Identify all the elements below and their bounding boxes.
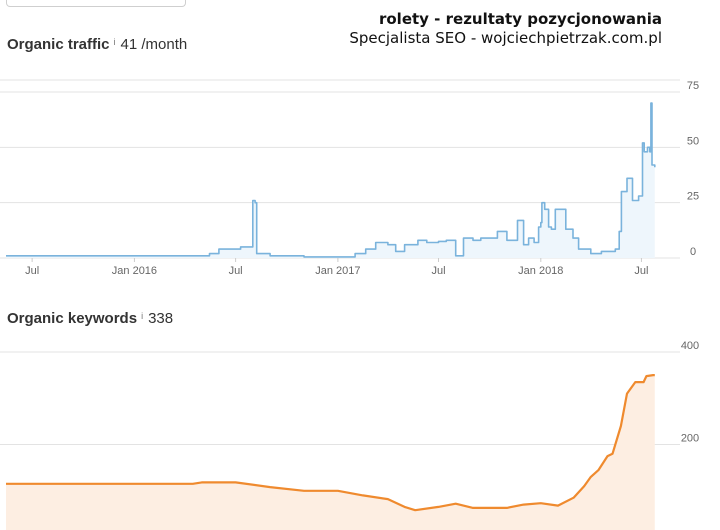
watermark: rolety - rezultaty pozycjonowania Specja… [349,10,662,48]
y-tick-label: 400 [681,340,699,352]
top-tab-edge[interactable] [6,0,186,7]
organic-keywords-heading: Organic keywords i 338 [7,310,173,327]
organic-keywords-area [6,375,655,530]
organic-keywords-label: Organic keywords [7,310,138,327]
y-tick-label: 25 [687,191,699,203]
watermark-subtitle: Specjalista SEO - wojciechpietrzak.com.p… [349,29,662,47]
organic-traffic-label: Organic traffic [7,36,110,53]
y-tick-label: 75 [687,80,699,92]
watermark-title: rolety - rezultaty pozycjonowania [378,10,662,28]
y-tick-label: 200 [681,433,699,445]
organic-traffic-line [6,102,656,258]
info-icon[interactable]: i [113,37,116,47]
organic-traffic-value: 41 /month [120,36,188,53]
x-tick-label: Jan 2017 [315,265,360,277]
x-tick-label: Jul [634,265,648,277]
info-icon[interactable]: i [141,311,144,321]
x-tick-label: Jul [229,265,243,277]
y-tick-label: 0 [690,246,696,258]
y-tick-label: 50 [687,135,699,147]
x-tick-label: Jan 2016 [112,265,157,277]
organic-traffic-heading: Organic traffic i 41 /month [7,36,187,53]
x-tick-label: Jan 2018 [518,265,563,277]
organic-keywords-value: 338 [148,310,174,327]
x-tick-label: Jul [431,265,445,277]
x-tick-label: Jul [25,265,39,277]
organic-traffic-chart: 0 25 50 75 Jul Jan 2016 Jul Jan 2017 Jul Jan 2018… [0,79,699,277]
organic-keywords-line [6,374,655,512]
